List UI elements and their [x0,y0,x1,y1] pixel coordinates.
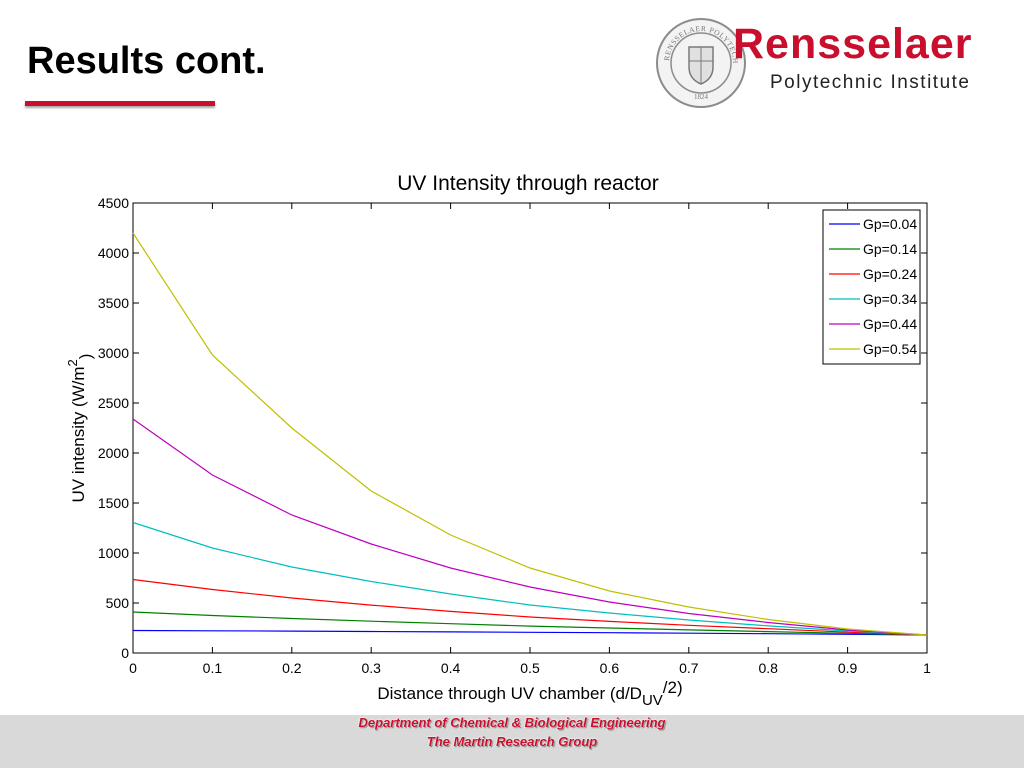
legend-label: Gp=0.14 [863,241,917,257]
y-tick-label: 2000 [98,445,129,461]
x-tick-label: 0.5 [520,660,540,676]
y-tick-label: 1500 [98,495,129,511]
legend-label: Gp=0.34 [863,291,917,307]
rensselaer-logo: RENSSELAER POLYTECHNIC INSTITUTE 1824 Re… [655,15,1005,110]
legend-label: Gp=0.54 [863,341,917,357]
x-tick-label: 0.1 [203,660,223,676]
x-axis-label-end: /2) [663,678,683,697]
x-tick-label: 0.3 [361,660,381,676]
legend: Gp=0.04 Gp=0.14 Gp=0.24 Gp=0.34 Gp=0.44 Gp=0.… [822,209,921,365]
y-tick-label: 500 [106,595,130,611]
chart-title: UV Intensity through reactor [397,172,658,195]
y-tick-label: 4000 [98,245,129,261]
x-tick-label: 0.6 [600,660,620,676]
series-line-5 [132,418,928,636]
rpi-seal-icon: RENSSELAER POLYTECHNIC INSTITUTE 1824 [655,17,746,108]
y-axis-label: UV intensity (W/m2) [65,354,95,503]
logo-subtitle: Polytechnic Institute [770,72,971,93]
x-tick-label: 0.7 [679,660,699,676]
series-line-4 [132,521,928,636]
series-line-2 [132,611,928,636]
axis-ticks: 0 0.1 0.2 0.3 0.4 0.5 0.6 0.7 0.8 0.9 1 0 500 1000 150… [98,195,931,676]
x-tick-label: 0.4 [441,660,461,676]
legend-box [822,209,921,365]
y-tick-label: 1000 [98,545,129,561]
y-tick-label: 2500 [98,395,129,411]
footer-research-group: The Martin Research Group [426,734,598,749]
uv-intensity-chart: UV Intensity through reactor 0 0.1 0.2 0.3 0… [65,172,931,709]
y-tick-label: 3000 [98,345,129,361]
footer-bar: Department of Chemical & Biological Engi… [0,715,1024,768]
legend-label: Gp=0.04 [863,216,917,232]
series-line-6 [132,232,928,636]
y-axis-label-main: UV intensity (W/m [69,366,88,502]
x-tick-label: 1 [923,660,931,676]
x-tick-label: 0.8 [758,660,778,676]
y-tick-label: 0 [121,645,129,661]
x-axis-label-main: Distance through UV chamber (d/D [377,684,642,703]
y-tick-label: 3500 [98,295,129,311]
legend-label: Gp=0.44 [863,316,917,332]
x-tick-label: 0.2 [282,660,302,676]
seal-year: 1824 [694,93,709,101]
series-line-1 [132,629,928,636]
logo-name: Rensselaer [733,20,973,68]
series-line-3 [132,578,928,636]
x-axis-label-sub: UV [642,692,663,709]
series-lines [132,232,928,636]
x-tick-label: 0.9 [838,660,858,676]
title-underline [25,101,215,106]
legend-label: Gp=0.24 [863,266,917,282]
x-tick-label: 0 [129,660,137,676]
y-tick-label: 4500 [98,195,129,211]
y-axis-label-end: ) [76,354,95,360]
footer-department: Department of Chemical & Biological Engi… [358,715,666,730]
slide-title: Results cont. [27,40,266,82]
y-axis-label-sup: 2 [65,359,80,366]
x-axis-label: Distance through UV chamber (d/DUV/2) [377,678,682,709]
plot-area [132,202,928,654]
